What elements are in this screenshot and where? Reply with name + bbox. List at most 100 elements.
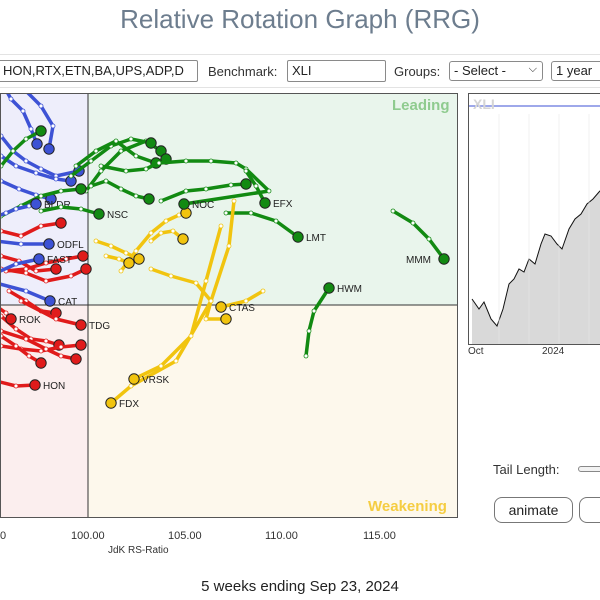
rrg-tail-point bbox=[13, 163, 19, 169]
rrg-tail-point bbox=[1, 343, 4, 349]
groups-select[interactable]: - Select - ⌵ bbox=[449, 61, 543, 81]
benchmark-label: Benchmark: bbox=[208, 64, 278, 79]
rrg-point-label: BLDR bbox=[44, 200, 71, 211]
rrg-point-label: EFX bbox=[273, 199, 293, 210]
rrg-tail-point bbox=[158, 198, 164, 204]
benchmark-input-value: XLI bbox=[292, 63, 312, 78]
rrg-tail-point bbox=[108, 243, 114, 249]
price-area bbox=[472, 191, 600, 344]
rrg-point-label: ODFL bbox=[57, 240, 84, 251]
rrg-tail-point bbox=[248, 210, 254, 216]
rrg-tail-point bbox=[33, 268, 39, 274]
benchmark-input[interactable]: XLI bbox=[287, 60, 386, 82]
rrg-head-point bbox=[177, 233, 189, 245]
rrg-tail-point bbox=[113, 138, 119, 144]
tail-length-slider[interactable] bbox=[578, 466, 600, 472]
rrg-tail-point bbox=[123, 168, 129, 174]
rrg-tail-point bbox=[1, 313, 4, 319]
rrg-tail-point bbox=[203, 278, 209, 284]
rrg-point-label: MMM bbox=[406, 255, 431, 266]
rrg-tail-point bbox=[193, 280, 199, 286]
rrg-tail-point bbox=[148, 238, 154, 244]
rrg-tail-point bbox=[218, 223, 224, 229]
rrg-tail bbox=[1, 254, 58, 273]
rrg-tail-point bbox=[390, 208, 396, 214]
rrg-point-label: FAST bbox=[47, 255, 72, 266]
animate-button[interactable]: animate bbox=[494, 497, 573, 523]
rrg-tail-point bbox=[58, 353, 64, 359]
rrg-head-point bbox=[31, 138, 43, 150]
rrg-tail-point bbox=[273, 218, 279, 224]
rrg-tail-point bbox=[303, 353, 309, 359]
rrg-tail-point bbox=[188, 333, 194, 339]
benchmark-price-chart: XLI bbox=[468, 93, 600, 345]
rrg-tail-point bbox=[38, 166, 44, 172]
rrg-chart[interactable]: BLDR NOC EFX NSC LMT MMM HWM FDX VRSK CTAS FAST ODF… bbox=[0, 93, 458, 518]
x-tick: 0 bbox=[0, 530, 7, 542]
rrg-tail-point bbox=[6, 288, 12, 294]
rrg-point-label: NSC bbox=[107, 210, 128, 221]
price-line bbox=[471, 190, 600, 327]
x-tick: 100.00 bbox=[71, 530, 105, 542]
rrg-head-point bbox=[43, 143, 55, 155]
rrg-head-point bbox=[240, 178, 252, 190]
rrg-tail-point bbox=[38, 103, 44, 109]
rrg-tail-point bbox=[170, 228, 176, 234]
rrg-tail-point bbox=[53, 176, 59, 182]
period-select[interactable]: 1 year bbox=[551, 61, 600, 81]
rrg-tail-point bbox=[118, 186, 124, 192]
rrg-tail-point bbox=[243, 168, 249, 174]
rrg-tail-point bbox=[3, 210, 9, 216]
rrg-tail-point bbox=[148, 230, 154, 236]
rrg-head-point-vrsk bbox=[128, 373, 140, 385]
rrg-tail-point bbox=[1, 333, 4, 339]
rrg-tail-point bbox=[98, 163, 104, 169]
rrg-head-point bbox=[75, 183, 87, 195]
rrg-head-point bbox=[77, 250, 89, 262]
groups-label: Groups: bbox=[394, 64, 441, 79]
rrg-tail-point bbox=[156, 160, 162, 166]
rrg-head-point-hon bbox=[29, 379, 41, 391]
rrg-tail-point bbox=[58, 188, 64, 194]
rrg-tail-point bbox=[148, 266, 154, 272]
rrg-tail bbox=[149, 229, 185, 243]
rrg-tail-point bbox=[13, 261, 19, 267]
page-title: Relative Rotation Graph (RRG) bbox=[120, 4, 480, 34]
rrg-tail-point bbox=[23, 158, 29, 164]
rrg-point-label: FDX bbox=[119, 399, 139, 410]
rrg-tail-point bbox=[38, 193, 44, 199]
rrg-tail bbox=[1, 334, 43, 365]
symbols-input-value: HON,RTX,ETN,BA,UPS,ADP,D bbox=[3, 63, 184, 78]
rrg-tail-point bbox=[1, 133, 4, 139]
rrg-tail-point bbox=[13, 383, 19, 389]
rrg-tail-point bbox=[266, 188, 272, 194]
rrg-tail-point bbox=[118, 268, 124, 274]
rrg-tail-point bbox=[68, 273, 74, 279]
rrg-tail-point bbox=[203, 316, 209, 322]
rrg-tail-point bbox=[133, 248, 139, 254]
rrg-head-point-odfl bbox=[43, 238, 55, 250]
rrg-tail-point bbox=[38, 208, 44, 214]
step-button[interactable] bbox=[579, 497, 600, 523]
rrg-tail-point bbox=[53, 316, 59, 322]
quadrant-label-weakening: Weakening bbox=[368, 498, 447, 515]
rrg-tail bbox=[26, 94, 55, 151]
rrg-tail-point bbox=[13, 326, 19, 332]
symbols-input[interactable]: HON,RTX,ETN,BA,UPS,ADP,D bbox=[0, 60, 198, 82]
rrg-tail-point bbox=[43, 260, 49, 266]
rrg-tail-point bbox=[43, 338, 49, 344]
chevron-down-icon: ⌵ bbox=[528, 63, 537, 75]
rrg-tail-point bbox=[128, 383, 134, 389]
rrg-tail-point bbox=[410, 220, 416, 226]
rrg-tail-point bbox=[208, 158, 214, 164]
rrg-point-label: TDG bbox=[89, 321, 110, 332]
rrg-tail-point bbox=[306, 328, 312, 334]
rrg-tail-point bbox=[311, 308, 317, 314]
rrg-tail-point bbox=[103, 253, 109, 259]
rrg-head-point bbox=[220, 313, 232, 325]
rrg-tail-point bbox=[33, 170, 39, 176]
rrg-tail-point bbox=[23, 288, 29, 294]
rrg-point-label: HWM bbox=[337, 284, 362, 295]
rrg-head-point bbox=[145, 137, 157, 149]
rrg-tail-point bbox=[50, 123, 56, 129]
